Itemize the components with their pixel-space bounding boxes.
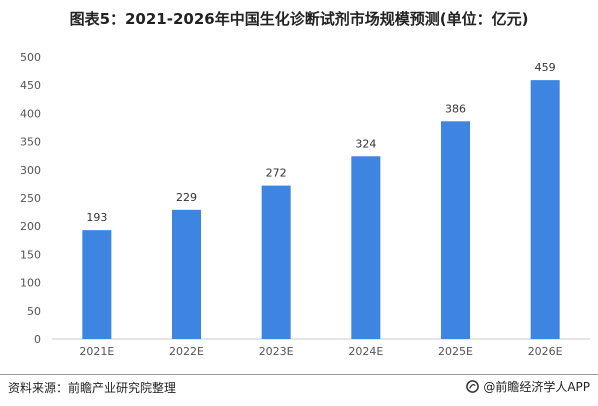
x-tick-label: 2021E [79, 345, 114, 358]
data-label: 324 [355, 137, 376, 150]
brand-logo-icon [466, 380, 480, 393]
data-label: 193 [86, 211, 107, 224]
chart-title: 图表5：2021-2026年中国生化诊断试剂市场规模预测(单位：亿元) [69, 10, 529, 28]
y-tick-label: 350 [20, 136, 41, 149]
x-tick-label: 2022E [169, 345, 204, 358]
y-tick-label: 500 [20, 51, 41, 64]
y-tick-label: 150 [20, 248, 41, 261]
data-label: 459 [535, 61, 556, 74]
bar [441, 121, 470, 340]
x-tick-label: 2023E [259, 345, 294, 358]
bar [530, 80, 560, 340]
y-tick-label: 50 [27, 305, 41, 318]
footer-divider [0, 374, 598, 375]
y-tick-label: 200 [20, 220, 41, 233]
x-tick-label: 2024E [348, 345, 383, 358]
bar [261, 185, 291, 339]
bar [82, 230, 112, 339]
y-tick-label: 400 [20, 107, 41, 120]
bar [351, 156, 381, 339]
data-label: 272 [266, 167, 287, 180]
source-note: 资料来源：前瞻产业研究院整理 [8, 381, 177, 395]
data-label: 229 [176, 191, 197, 204]
y-tick-label: 0 [34, 333, 41, 346]
brand-label: @前瞻经济学人APP [483, 380, 590, 394]
y-tick-label: 100 [20, 277, 41, 290]
y-tick-label: 450 [20, 79, 41, 92]
x-tick-label: 2026E [528, 345, 563, 358]
bar-chart: 0 50 100 150 200 250 300 350 400 450 500 193 2021E 22… [20, 51, 590, 358]
x-tick-label: 2025E [438, 345, 473, 358]
bar [172, 209, 201, 339]
y-tick-label: 250 [20, 192, 41, 205]
y-tick-label: 300 [20, 164, 41, 177]
brand-credit: @前瞻经济学人APP [466, 378, 590, 395]
data-label: 386 [445, 102, 466, 115]
